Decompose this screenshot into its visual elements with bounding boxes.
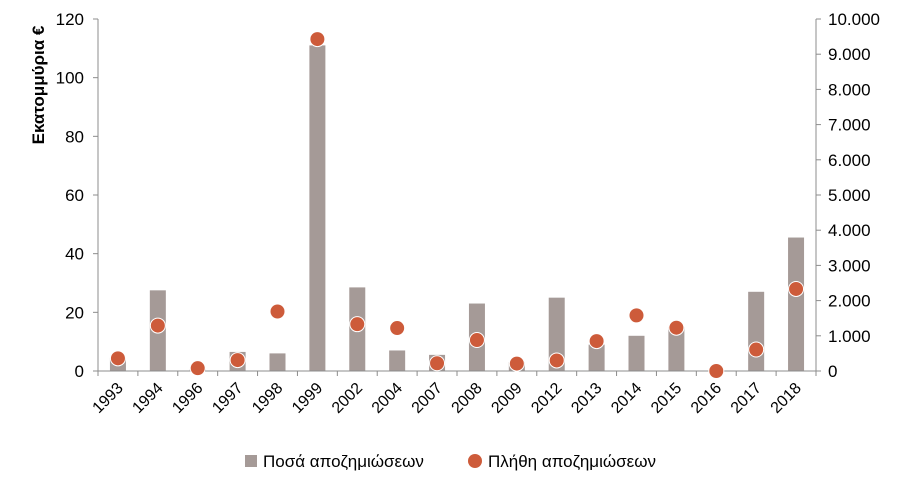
point-1996 [189,360,206,377]
point-1994 [149,317,166,334]
y2-tick-label: 7.000 [828,116,871,135]
point-2004 [389,320,406,337]
y2-tick-label: 10.000 [828,10,880,29]
legend-label-bar: Ποσά αποζημιώσεων [263,452,424,471]
x-tick-label: 2018 [768,380,805,417]
y-tick-label: 80 [65,127,84,146]
point-2017 [748,341,765,358]
y2-tick-label: 8.000 [828,80,871,99]
x-tick-label: 2004 [369,380,406,417]
y2-tick-label: 0 [828,362,837,381]
y2-tick-label: 4.000 [828,221,871,240]
x-tick-label: 2016 [688,380,725,417]
point-series [109,31,805,379]
point-2002 [349,316,366,333]
x-tick-label: 2017 [728,380,765,417]
point-2016 [708,363,725,379]
point-1997 [229,352,246,369]
bar-2013 [588,344,605,371]
point-2009 [508,355,525,372]
x-tick-label: 1997 [209,380,246,417]
point-2008 [468,332,485,349]
y2-tick-label: 9.000 [828,45,871,64]
y-tick-label: 60 [65,186,84,205]
x-tick-label: 1994 [129,380,166,417]
point-2018 [788,280,805,297]
y-tick-label: 20 [65,303,84,322]
point-2007 [429,355,446,372]
y2-tick-label: 3.000 [828,256,871,275]
bar-1999 [309,45,326,372]
x-tick-label: 1999 [289,380,326,417]
bar-2017 [748,291,765,371]
axes [93,18,821,376]
y-tick-label: 120 [56,10,84,29]
y2-tick-label: 2.000 [828,292,871,311]
y-tick-label: 100 [56,69,84,88]
x-tick-label: 2012 [528,380,565,417]
y2-tick-label: 6.000 [828,151,871,170]
point-2013 [588,333,605,350]
legend: Ποσά αποζημιώσεων Πλήθη αποζημιώσεων [245,452,656,471]
x-tick-label: 1993 [90,380,127,417]
x-tick-label: 1998 [249,380,286,417]
point-1993 [109,350,126,367]
legend-label-point: Πλήθη αποζημιώσεων [488,452,656,471]
x-tick-label: 2013 [568,380,605,417]
y2-tick-label: 1.000 [828,327,871,346]
y2-tick-label: 5.000 [828,186,871,205]
point-2015 [668,319,685,336]
bar-2015 [668,327,685,371]
bar-2012 [548,297,565,371]
bar-1998 [269,353,286,371]
x-tick-label: 2009 [488,380,525,417]
bar-2018 [788,237,805,371]
point-1998 [269,303,286,320]
legend-swatch-bar [245,455,257,467]
bar-series [109,45,805,372]
legend-swatch-point [468,454,482,468]
point-1999 [309,31,326,48]
x-tick-label: 2015 [648,380,685,417]
x-tick-label: 2002 [329,380,366,417]
bar-2004 [389,350,406,371]
y-tick-label: 40 [65,245,84,264]
bar-2014 [628,335,645,371]
x-tick-label: 2014 [608,380,645,417]
point-2012 [548,352,565,369]
y-axis-label: Εκατομμύρια € [29,25,48,144]
point-2014 [628,307,645,324]
x-tick-label: 1996 [169,380,206,417]
x-tick-label: 2008 [449,380,486,417]
y-tick-label: 0 [75,362,84,381]
x-tick-label: 2007 [409,380,446,417]
